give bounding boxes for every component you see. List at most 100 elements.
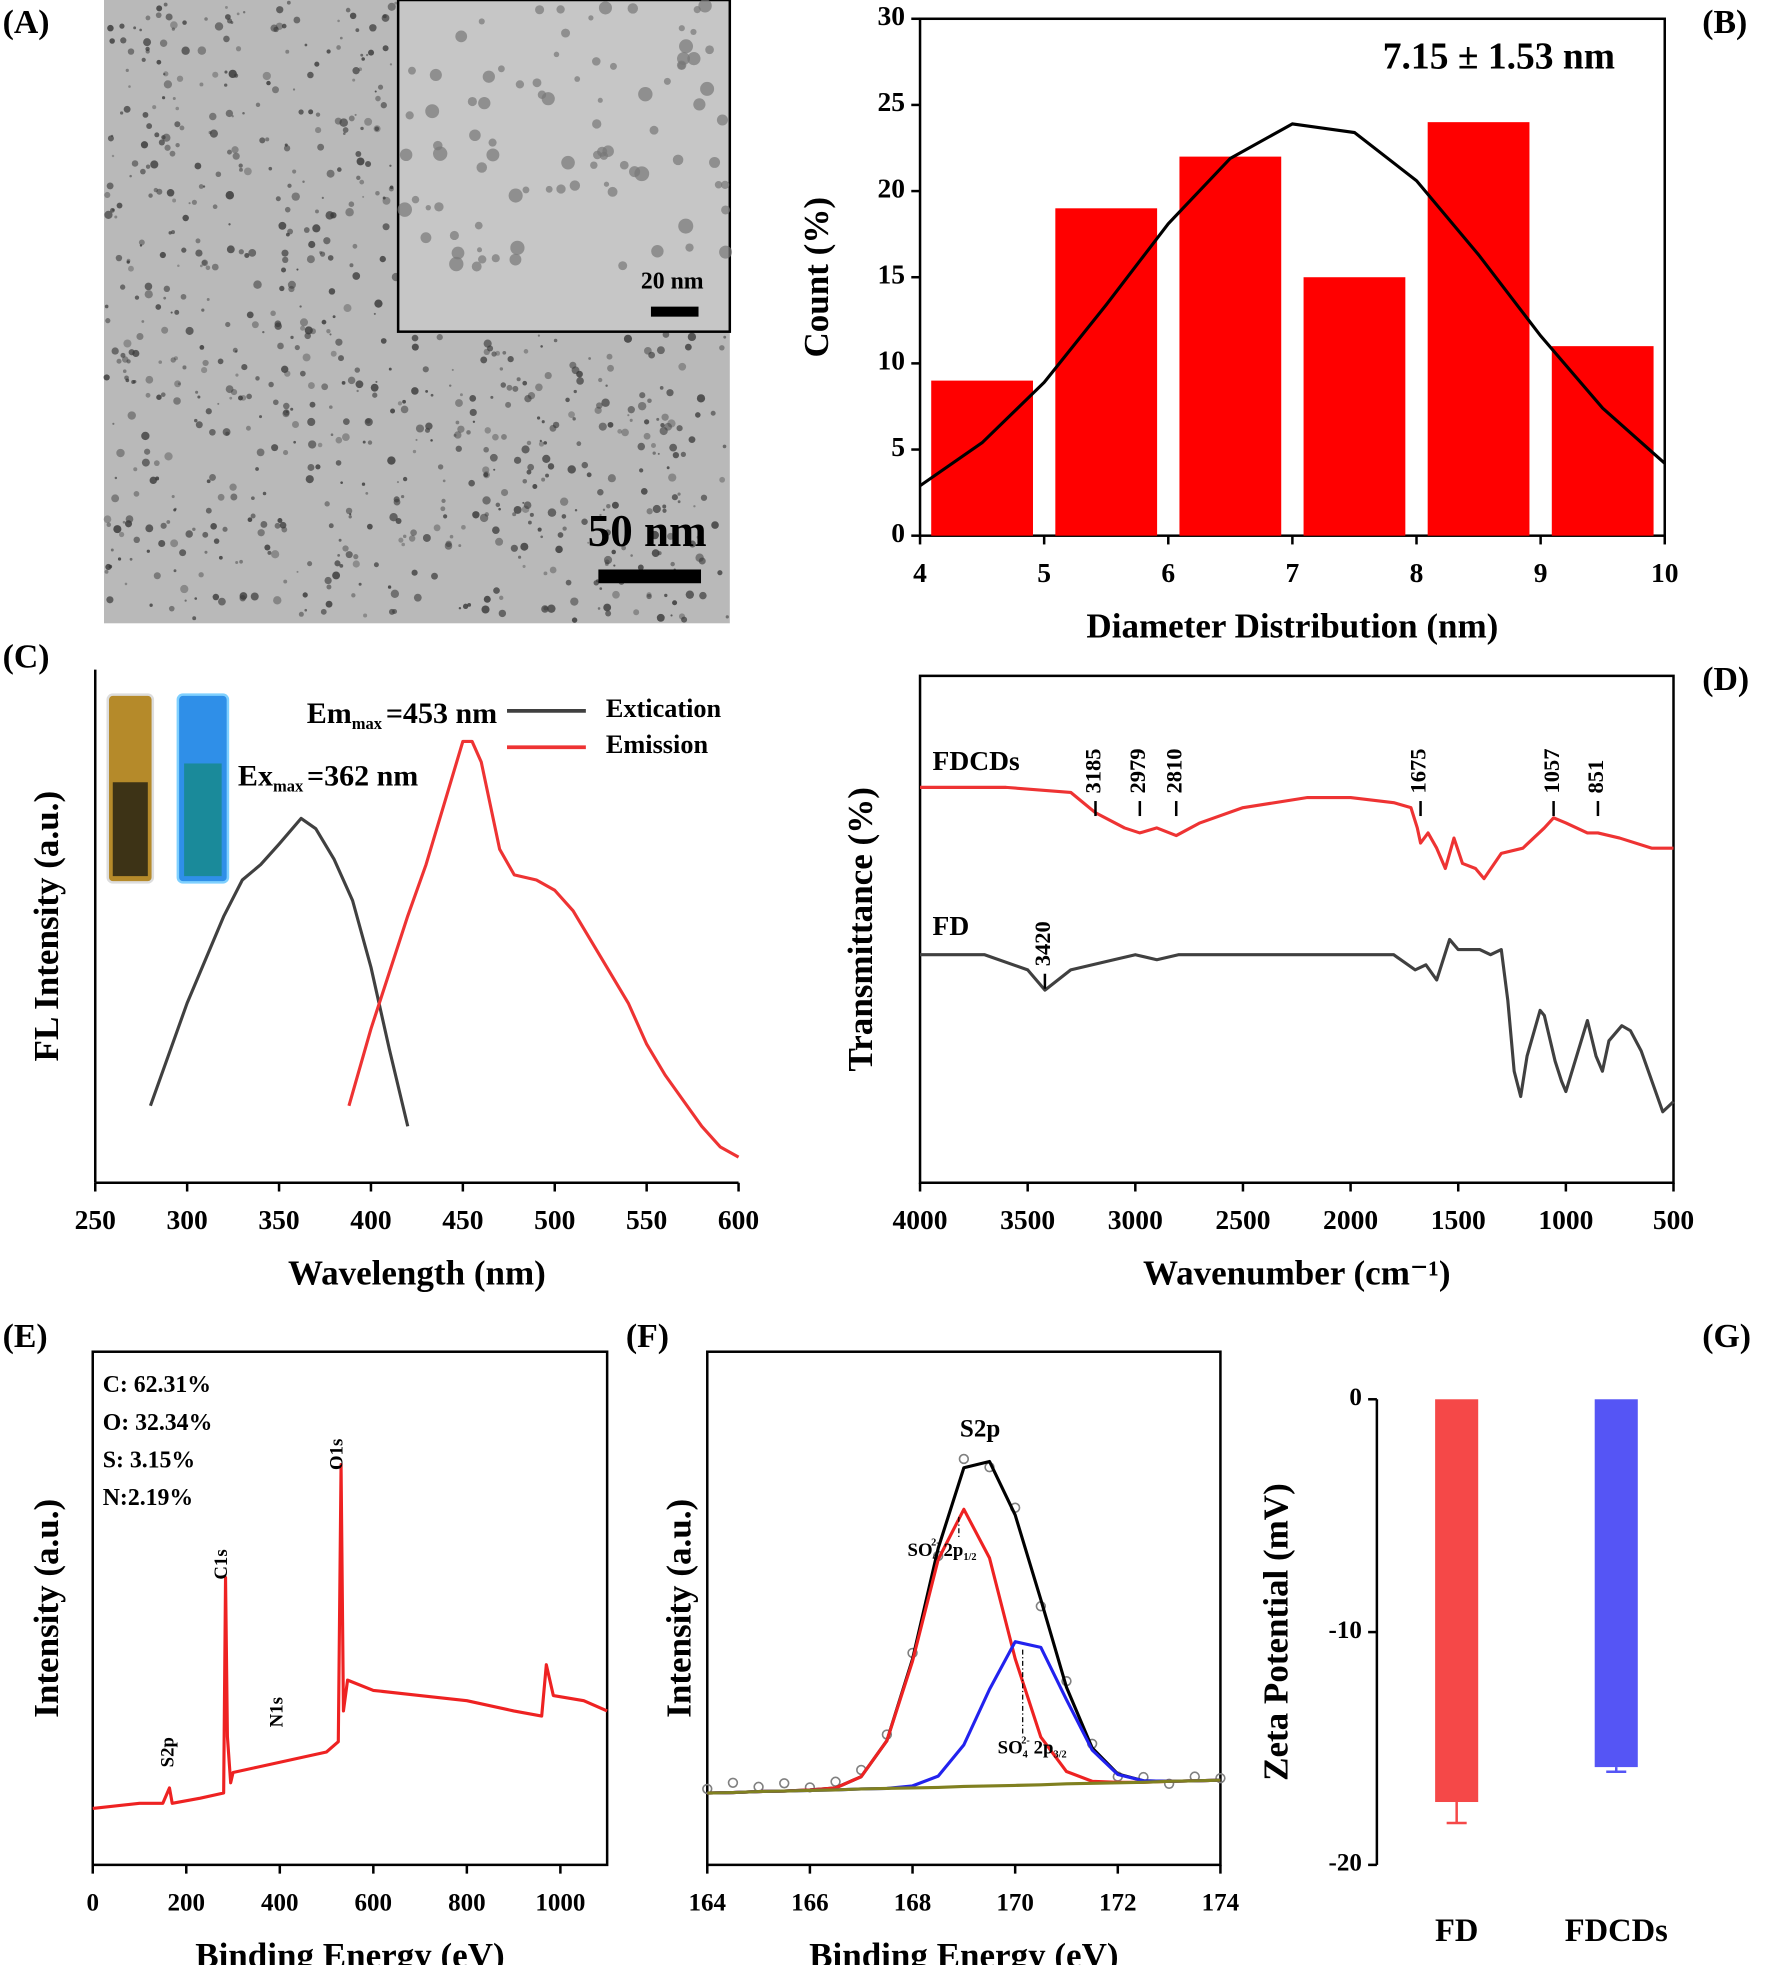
particle bbox=[516, 377, 521, 382]
particle bbox=[545, 185, 553, 193]
x-tick-label: 1500 bbox=[1431, 1204, 1486, 1235]
particle bbox=[197, 46, 207, 55]
particle bbox=[597, 146, 608, 157]
particle bbox=[198, 572, 204, 578]
particle bbox=[539, 439, 542, 443]
particle bbox=[651, 443, 656, 449]
particle bbox=[522, 478, 528, 484]
particle bbox=[695, 412, 701, 418]
particle bbox=[224, 70, 228, 74]
particle bbox=[235, 373, 239, 377]
particle bbox=[695, 553, 704, 562]
particle bbox=[174, 309, 180, 315]
particle bbox=[662, 504, 667, 509]
particle bbox=[286, 0, 291, 5]
panel-label: (A) bbox=[3, 4, 50, 41]
particle bbox=[429, 68, 442, 82]
particle bbox=[382, 196, 391, 205]
particle bbox=[609, 62, 617, 70]
particle bbox=[325, 600, 333, 608]
particle bbox=[651, 245, 664, 258]
series-line bbox=[347, 739, 740, 1159]
particle bbox=[116, 202, 123, 209]
particle bbox=[367, 440, 373, 445]
annotation-part: S2p bbox=[960, 1415, 1000, 1442]
particle bbox=[375, 95, 381, 102]
particle bbox=[349, 263, 354, 268]
particle bbox=[239, 559, 243, 564]
particle bbox=[484, 427, 491, 434]
x-tick-label: 400 bbox=[261, 1890, 299, 1917]
particle bbox=[605, 610, 612, 617]
particle bbox=[145, 46, 150, 52]
particle bbox=[307, 464, 315, 471]
particle bbox=[661, 413, 669, 421]
particle bbox=[120, 37, 127, 44]
particle bbox=[722, 444, 727, 449]
particle bbox=[387, 456, 396, 465]
particle bbox=[238, 249, 244, 255]
y-tick-label: 0 bbox=[1349, 1384, 1362, 1411]
particle bbox=[218, 597, 226, 606]
particle bbox=[256, 448, 265, 457]
particle bbox=[158, 139, 165, 146]
particle bbox=[716, 114, 728, 126]
particle bbox=[388, 608, 395, 615]
particle bbox=[479, 513, 489, 523]
particle bbox=[128, 85, 131, 88]
particle bbox=[373, 312, 376, 315]
particle bbox=[382, 45, 389, 52]
particle bbox=[205, 265, 211, 271]
particle bbox=[321, 383, 329, 391]
particle bbox=[693, 505, 696, 508]
particle bbox=[449, 534, 454, 539]
particle bbox=[180, 293, 187, 300]
particle bbox=[467, 602, 472, 607]
particle bbox=[284, 143, 288, 147]
particle bbox=[267, 550, 272, 555]
bar bbox=[1594, 1399, 1638, 1768]
particle bbox=[607, 186, 618, 197]
particle bbox=[245, 425, 251, 431]
particle bbox=[659, 386, 664, 390]
particle bbox=[670, 561, 675, 567]
particle bbox=[239, 167, 243, 172]
particle bbox=[592, 119, 602, 129]
particle bbox=[163, 285, 171, 293]
particle bbox=[225, 321, 231, 328]
x-tick-label: 550 bbox=[626, 1204, 667, 1235]
series-line bbox=[707, 1640, 1221, 1795]
particle bbox=[339, 36, 343, 40]
particle bbox=[643, 432, 651, 440]
particle bbox=[541, 420, 545, 424]
particle bbox=[255, 102, 261, 108]
particle bbox=[499, 367, 504, 371]
particle bbox=[304, 43, 308, 47]
particle bbox=[469, 408, 477, 417]
particle bbox=[569, 180, 581, 191]
particle bbox=[394, 1, 398, 5]
particle bbox=[225, 385, 234, 394]
particle bbox=[382, 14, 387, 19]
particle bbox=[339, 118, 348, 127]
particle bbox=[166, 520, 171, 524]
particle bbox=[637, 442, 646, 451]
particle bbox=[225, 14, 231, 20]
particle bbox=[581, 461, 589, 469]
particle bbox=[700, 81, 715, 96]
particle bbox=[141, 458, 150, 467]
particle bbox=[567, 465, 576, 474]
legend-label: Emission bbox=[606, 730, 709, 759]
particle bbox=[352, 272, 361, 280]
particle bbox=[194, 418, 198, 423]
particle bbox=[171, 494, 175, 499]
x-tick-label: 350 bbox=[258, 1204, 299, 1235]
particle bbox=[185, 326, 194, 335]
particle bbox=[127, 48, 135, 55]
particle bbox=[402, 399, 406, 404]
particle bbox=[304, 332, 312, 340]
particle bbox=[637, 564, 644, 571]
particle bbox=[114, 476, 118, 480]
particle bbox=[508, 188, 523, 203]
particle bbox=[666, 466, 670, 470]
